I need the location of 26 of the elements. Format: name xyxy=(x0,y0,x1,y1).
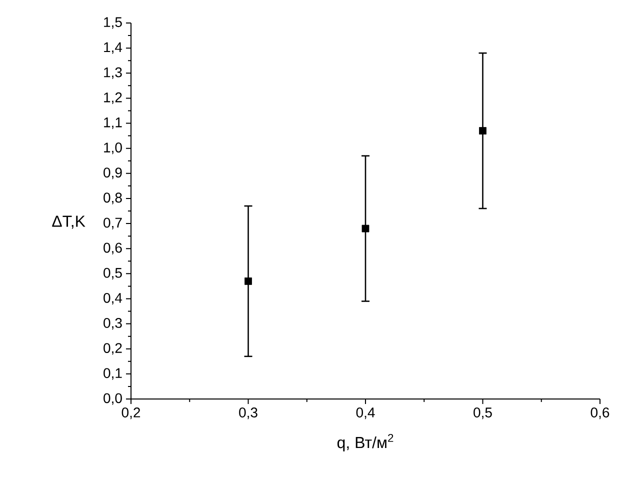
x-tick-label: 0,5 xyxy=(474,408,492,420)
x-tick-label: 0,6 xyxy=(590,408,610,420)
y-tick-label: 0,1 xyxy=(104,368,122,380)
x-tick-label: 0,2 xyxy=(122,408,140,420)
point xyxy=(362,224,370,232)
y-tick-label: 0,2 xyxy=(104,343,122,355)
x-axis-title: q, Вт/м$^{2}$ xyxy=(337,434,394,452)
x-tick-label: 0,3 xyxy=(239,408,258,420)
y-tick-label: 1,3 xyxy=(104,67,122,79)
x-tick-label: 0,4 xyxy=(356,408,375,420)
y-tick-label: 0,0 xyxy=(104,393,122,405)
y-tick-label: 1,0 xyxy=(104,142,122,154)
y-tick-label: 0,5 xyxy=(104,268,122,280)
y-tick-label: 0,6 xyxy=(104,242,122,254)
y-axis-title: ΔT,K xyxy=(52,216,86,229)
y-tick-label: 0,4 xyxy=(104,292,122,305)
y-tick-label: 0,9 xyxy=(104,168,122,180)
y-tick-label: 0,8 xyxy=(104,192,122,204)
y-tick-label: 1,5 xyxy=(104,17,122,29)
y-tick-label: 0,3 xyxy=(104,318,122,330)
point xyxy=(244,277,252,285)
y-tick-label: 1,1 xyxy=(104,118,122,129)
y-tick-label: 1,2 xyxy=(104,92,122,104)
point xyxy=(479,127,486,134)
y-tick-label: 1,4 xyxy=(104,42,122,54)
y-tick-label: 0,7 xyxy=(104,218,122,230)
